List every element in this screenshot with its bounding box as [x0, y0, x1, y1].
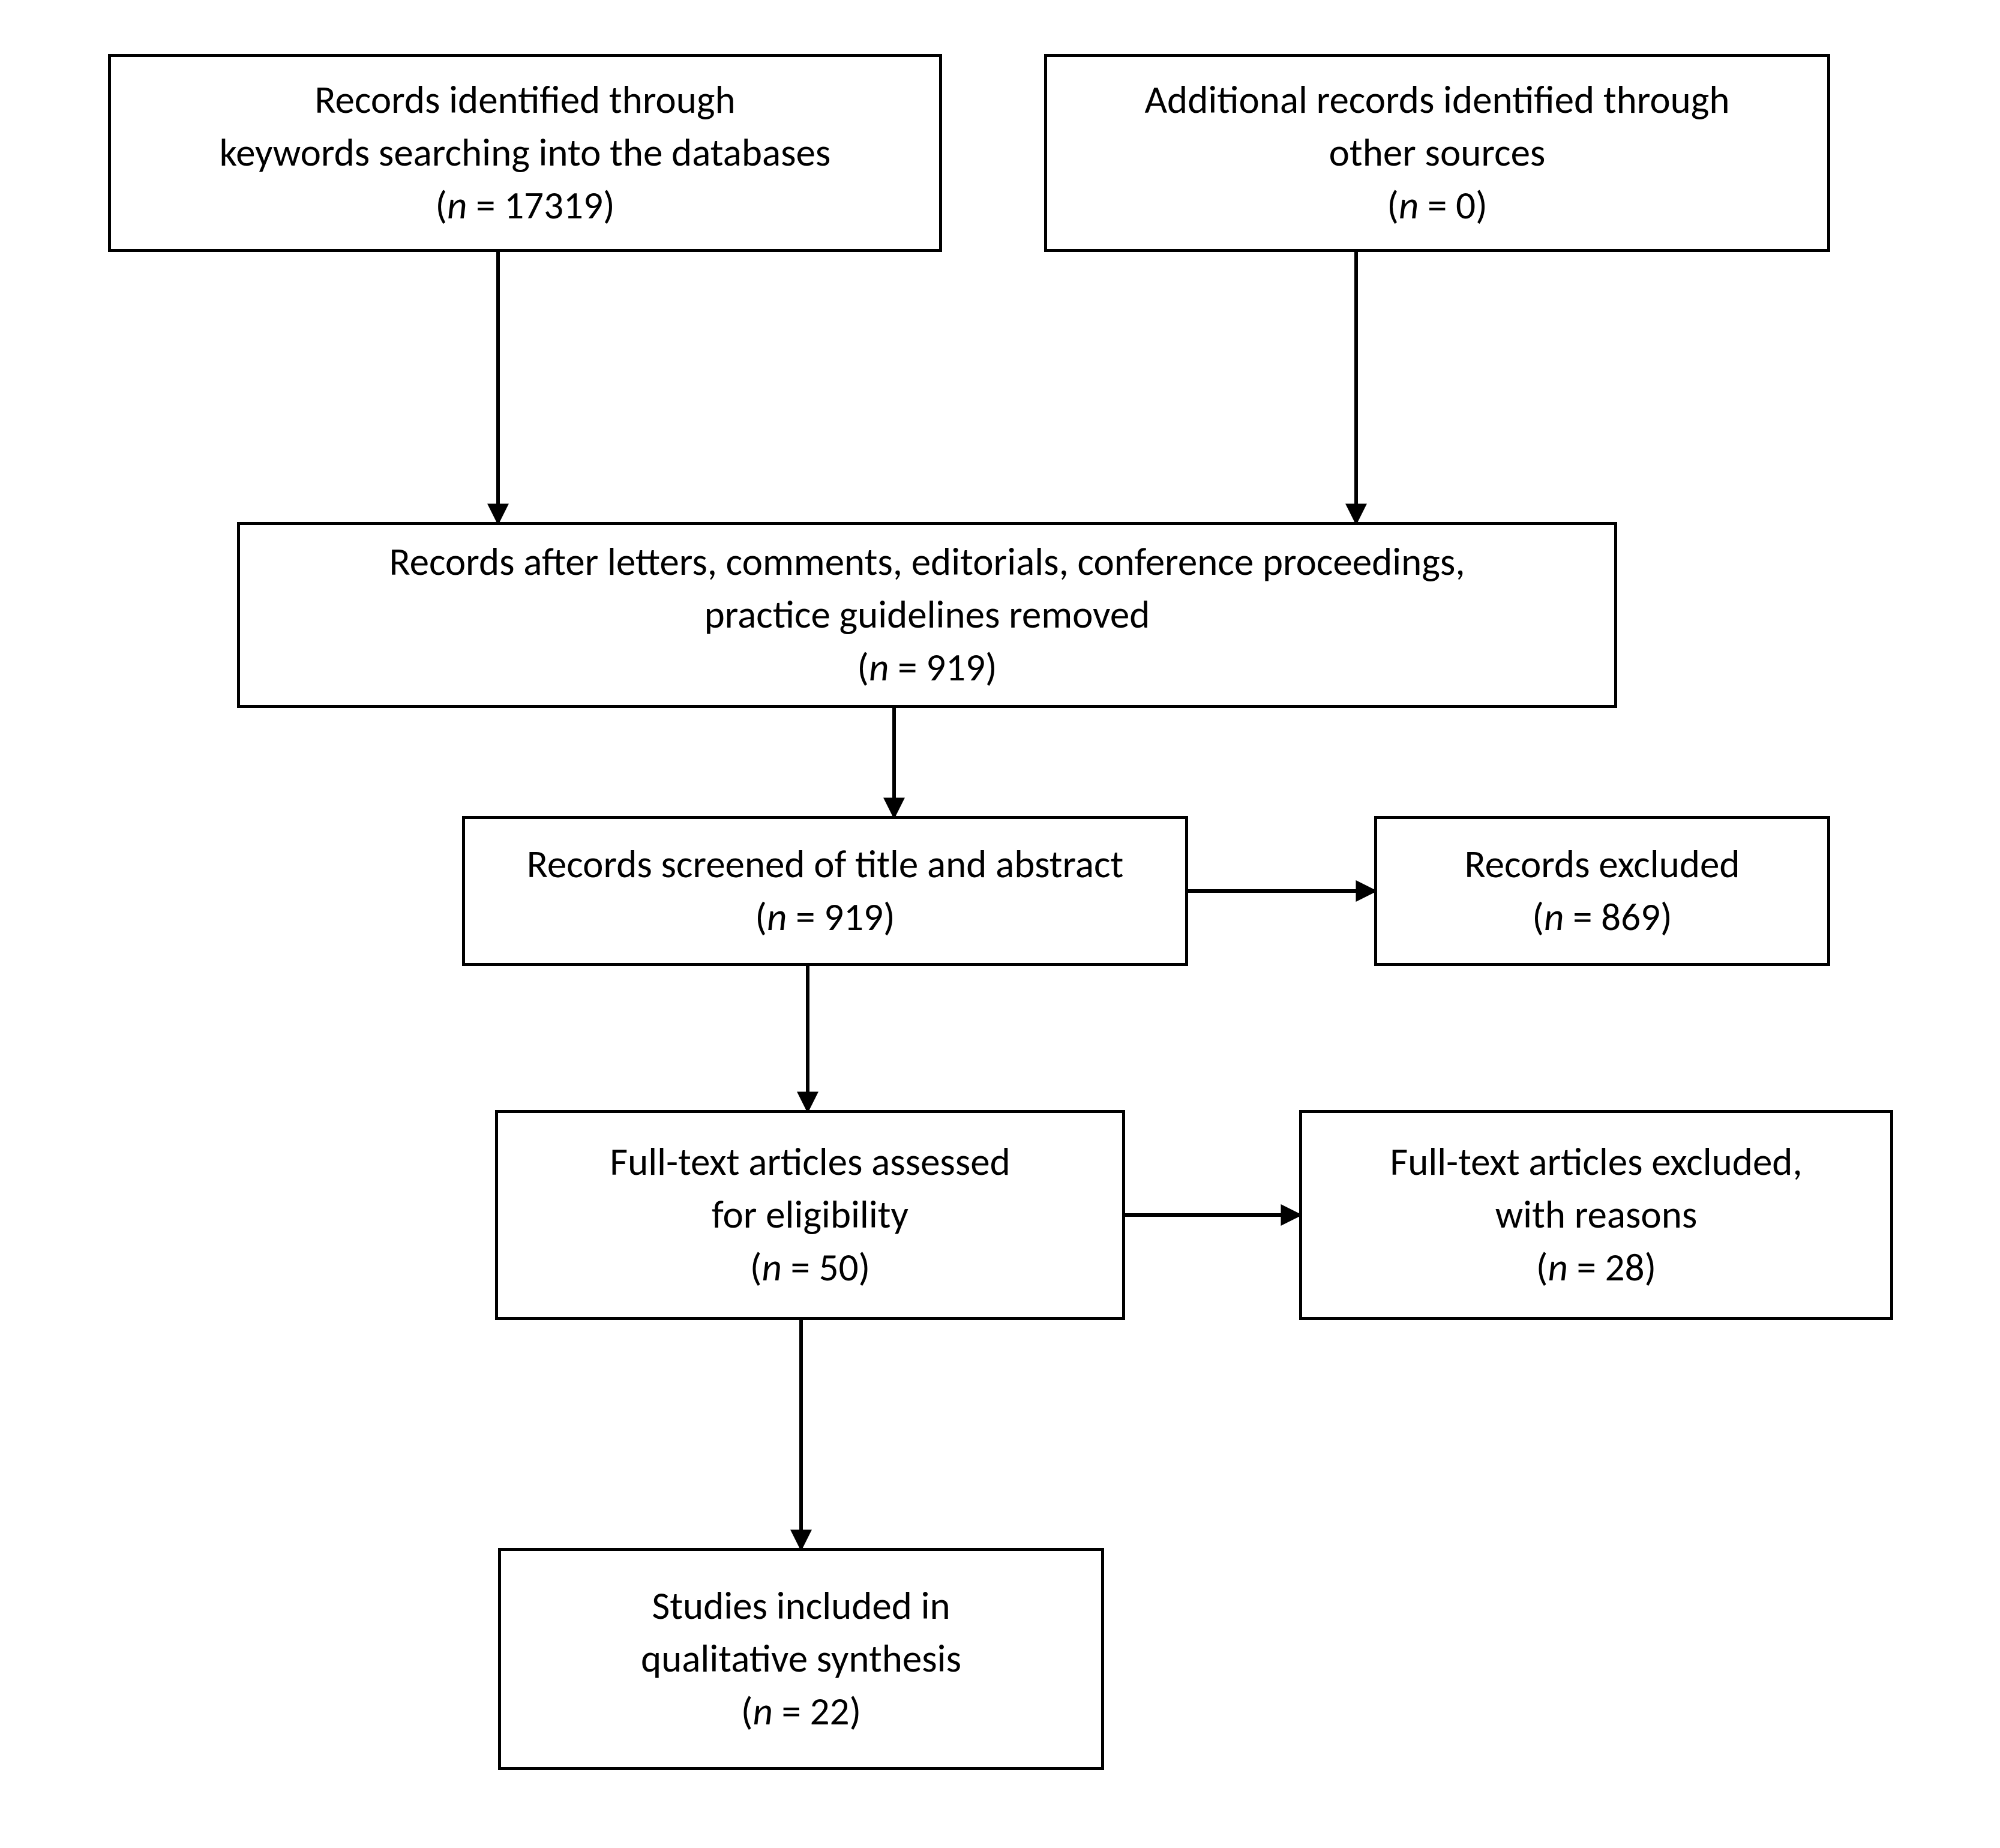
- node-text-line: Records after letters, comments, editori…: [258, 536, 1596, 589]
- node-text-line: practice guidelines removed: [258, 589, 1596, 641]
- node-n-line: (n = 869): [1395, 891, 1809, 944]
- node-text-line: qualitative synthesis: [519, 1633, 1083, 1685]
- node-n-line: (n = 919): [483, 891, 1167, 944]
- node-n-line: (n = 0): [1065, 179, 1809, 232]
- node-text-line: for eligibility: [516, 1189, 1104, 1241]
- node-text-line: Studies included in: [519, 1580, 1083, 1633]
- node-records-after-removal: Records after letters, comments, editori…: [237, 522, 1617, 708]
- node-additional-records: Additional records identified through ot…: [1044, 54, 1830, 252]
- node-text-line: other sources: [1065, 127, 1809, 179]
- node-fulltext-assessed: Full-text articles assessed for eligibil…: [495, 1110, 1125, 1320]
- node-fulltext-excluded: Full-text articles excluded, with reason…: [1299, 1110, 1893, 1320]
- node-n-line: (n = 17319): [129, 179, 921, 232]
- node-records-excluded: Records excluded (n = 869): [1374, 816, 1830, 966]
- node-n-line: (n = 50): [516, 1241, 1104, 1294]
- node-n-line: (n = 22): [519, 1685, 1083, 1738]
- node-n-line: (n = 919): [258, 641, 1596, 694]
- node-studies-included: Studies included in qualitative synthesi…: [498, 1548, 1104, 1770]
- node-n-line: (n = 28): [1320, 1241, 1872, 1294]
- prisma-flowchart: Records identified through keywords sear…: [0, 0, 2000, 1848]
- node-text-line: keywords searching into the databases: [129, 127, 921, 179]
- node-text-line: Records screened of title and abstract: [483, 838, 1167, 891]
- node-records-screened: Records screened of title and abstract (…: [462, 816, 1188, 966]
- node-text-line: Full-text articles assessed: [516, 1136, 1104, 1189]
- node-text-line: with reasons: [1320, 1189, 1872, 1241]
- node-text-line: Additional records identified through: [1065, 74, 1809, 127]
- node-text-line: Records identified through: [129, 74, 921, 127]
- node-records-identified: Records identified through keywords sear…: [108, 54, 942, 252]
- node-text-line: Full-text articles excluded,: [1320, 1136, 1872, 1189]
- node-text-line: Records excluded: [1395, 838, 1809, 891]
